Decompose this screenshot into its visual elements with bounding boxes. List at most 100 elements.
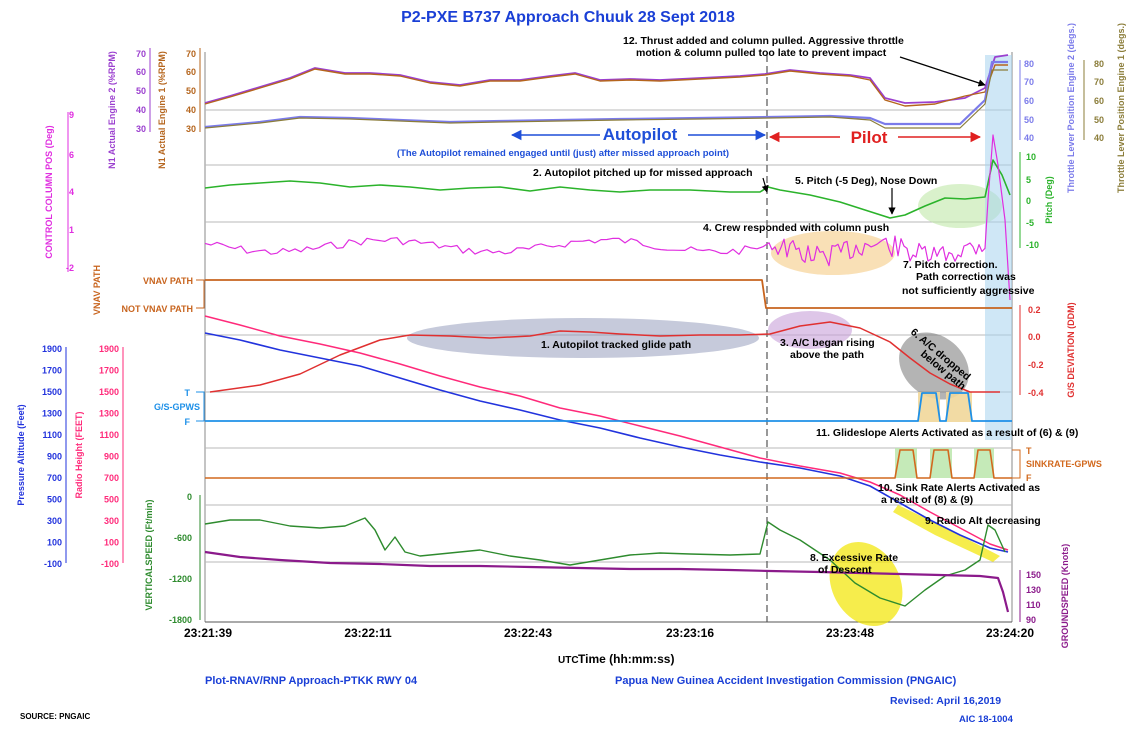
gs-dev-tick: 0.0: [1028, 332, 1041, 342]
x-axis-prefix: UTC: [558, 655, 579, 666]
press-alt-tick: 100: [47, 538, 62, 548]
footer: Plot-RNAV/RNP Approach-PTKK RWY 04 Papua…: [20, 675, 1014, 725]
press-alt-tick: 1900: [42, 344, 62, 354]
radio-ht-tick: 1700: [99, 366, 119, 376]
radio-ht-line: [204, 315, 1009, 551]
annotation-12-line1: 12. Thrust added and column pulled. Aggr…: [623, 35, 904, 47]
tl-eng2-tick: 80: [1024, 59, 1034, 69]
column-tick: -2: [66, 263, 74, 273]
highlight-ellipses: [407, 55, 1012, 627]
annotation-1: 1. Autopilot tracked glide path: [541, 339, 691, 351]
radio-ht-tick: 700: [104, 473, 119, 483]
tl-eng1-tick: 70: [1094, 77, 1104, 87]
n1-eng2-line: [204, 54, 1009, 104]
n1-eng1-tick: 70: [186, 49, 196, 59]
press-alt-tick: 300: [47, 516, 62, 526]
vnav-tick: NOT VNAV PATH: [122, 304, 194, 314]
footer-ref: AIC 18-1004: [959, 714, 1014, 725]
pitch-tick: 5: [1026, 175, 1031, 185]
vs-line: [204, 517, 1006, 607]
radio-ht-tick: 500: [104, 495, 119, 505]
gspeed-tick: 90: [1026, 615, 1036, 625]
x-tick: 23:24:20: [986, 626, 1034, 640]
gspeed-tick: 110: [1026, 600, 1041, 610]
vnav-axis-label: VNAV PATH: [92, 265, 102, 315]
gs-dev-tick: 0.2: [1028, 305, 1041, 315]
radio-ht-axis-label: Radio Height (FEET): [74, 412, 84, 499]
annotation-10-line2: a result of (8) & (9): [881, 494, 973, 506]
gs-dev-tick: -0.4: [1028, 388, 1044, 398]
column-tick: 1: [69, 225, 74, 235]
vs-tick: -600: [174, 533, 192, 543]
footer-approach: Plot-RNAV/RNP Approach-PTKK RWY 04: [205, 675, 418, 687]
left-axes: CONTROL COLUMN POS (Deg) 9 6 4 1 -2 N1 A…: [16, 48, 205, 625]
ellipse-pitch-correction: [918, 184, 1002, 228]
column-tick: 9: [69, 110, 74, 120]
footer-org: Papua New Guinea Accident Investigation …: [615, 675, 957, 687]
x-tick: 23:22:11: [344, 626, 392, 640]
vs-tick: -1800: [169, 615, 192, 625]
footer-revised: Revised: April 16,2019: [890, 695, 1001, 707]
n1-eng1-tick: 50: [186, 86, 196, 96]
ellipse-column-push: [771, 231, 895, 275]
gpws-gs-label: G/S-GPWS: [154, 402, 200, 412]
annotation-3-line2: above the path: [790, 349, 864, 361]
annotation-8-line1: 8. Excessive Rate: [810, 552, 898, 564]
gpws-gs-line: [205, 392, 1012, 422]
n1-eng1-axis-label: N1 Actual Engine 1 (%RPM): [157, 51, 167, 169]
tl-eng1-tick: 50: [1094, 115, 1104, 125]
tl-eng2-tick: 70: [1024, 77, 1034, 87]
pilot-label: Pilot: [851, 128, 888, 147]
annotation-7-line1: 7. Pitch correction.: [903, 259, 998, 271]
pitch-tick: 10: [1026, 152, 1036, 162]
radio-ht-tick: 1100: [99, 430, 119, 440]
annotation-7-line2: Path correction was: [916, 271, 1016, 283]
vs-tick: 0: [187, 492, 192, 502]
ellipse-glide-path: [407, 318, 759, 358]
annotation-11: 11. Glideslope Alerts Activated as a res…: [816, 427, 1078, 439]
tl-eng2-line: [204, 60, 1008, 129]
radio-ht-tick: 900: [104, 452, 119, 462]
x-tick: 23:21:39: [184, 626, 232, 640]
autopilot-label: Autopilot: [603, 125, 678, 144]
annotation-2: 2. Autopilot pitched up for missed appro…: [533, 167, 753, 179]
band-thrust: [985, 55, 1012, 440]
n1-eng2-tick: 50: [136, 86, 146, 96]
gspeed-tick: 130: [1026, 585, 1041, 595]
tl-eng2-tick: 50: [1024, 115, 1034, 125]
gspeed-line: [204, 550, 1010, 613]
phase-labels: Autopilot (The Autopilot remained engage…: [397, 125, 982, 159]
ellipse-dropped: [899, 332, 969, 400]
footer-source: SOURCE: PNGAIC: [20, 712, 90, 721]
sinkrate-line: [205, 449, 1012, 479]
press-alt-axis-label: Pressure Altitude (Feet): [16, 404, 26, 505]
n1-eng2-tick: 40: [136, 105, 146, 115]
sinkrate-label: SINKRATE-GPWS: [1026, 459, 1102, 469]
x-axis: 23:21:39 23:22:11 23:22:43 23:23:16 23:2…: [184, 626, 1034, 640]
x-axis-label: Time (hh:mm:ss): [578, 652, 674, 666]
annotation-5: 5. Pitch (-5 Deg), Nose Down: [795, 175, 937, 187]
n1-eng2-tick: 70: [136, 49, 146, 59]
sinkrate-tick: T: [1026, 446, 1032, 456]
annotation-7-line3: not sufficiently aggressive: [902, 285, 1035, 297]
alert-highlights: [895, 392, 994, 478]
tl-eng2-tick: 60: [1024, 96, 1034, 106]
tl-eng2-tick: 40: [1024, 133, 1034, 143]
press-alt-tick: 1100: [42, 430, 62, 440]
gspeed-axis-label: GROUNDSPEED (Knots): [1060, 544, 1070, 649]
annotation-8-line2: of Descent: [818, 564, 872, 576]
annotation-12-line2: motion & column pulled too late to preve…: [636, 47, 887, 59]
annotation-9: 9. Radio Alt decreasing: [925, 515, 1041, 527]
annotation-10-line1: 10. Sink Rate Alerts Activated as: [878, 482, 1040, 494]
n1-eng1-line: [204, 64, 1008, 107]
column-tick: 4: [69, 187, 74, 197]
gpws-gs-tick: F: [185, 417, 191, 427]
radio-ht-tick: 1900: [99, 344, 119, 354]
ellipse-descent: [829, 541, 903, 627]
tl-eng1-axis-label: Throttle Lever Position Engine 1 (degs.): [1116, 23, 1126, 193]
vs-axis-label: VERTICALSPEED (Ft/min): [144, 499, 154, 610]
pitch-tick: -5: [1026, 218, 1034, 228]
press-alt-tick: 1500: [42, 387, 62, 397]
press-alt-tick: 700: [47, 473, 62, 483]
press-alt-tick: -100: [44, 559, 62, 569]
